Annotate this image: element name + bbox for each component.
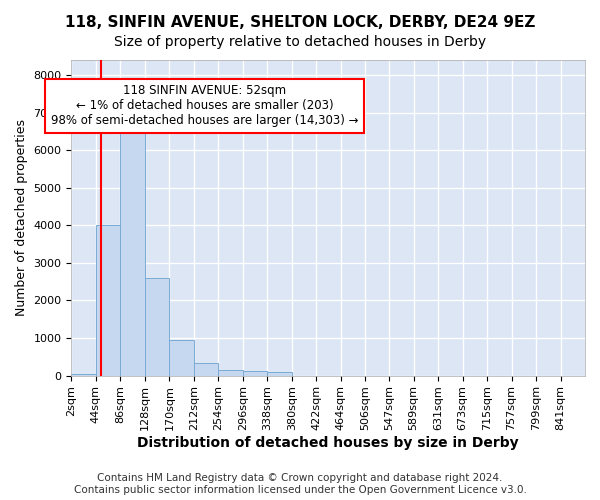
Text: 118, SINFIN AVENUE, SHELTON LOCK, DERBY, DE24 9EZ: 118, SINFIN AVENUE, SHELTON LOCK, DERBY,… — [65, 15, 535, 30]
Y-axis label: Number of detached properties: Number of detached properties — [15, 120, 28, 316]
Bar — [71, 374, 96, 376]
X-axis label: Distribution of detached houses by size in Derby: Distribution of detached houses by size … — [137, 436, 519, 450]
Bar — [218, 370, 243, 376]
Bar — [169, 340, 194, 376]
Bar — [194, 363, 218, 376]
Text: Contains HM Land Registry data © Crown copyright and database right 2024.
Contai: Contains HM Land Registry data © Crown c… — [74, 474, 526, 495]
Bar — [267, 372, 292, 376]
Bar — [121, 128, 145, 376]
Text: 118 SINFIN AVENUE: 52sqm
← 1% of detached houses are smaller (203)
98% of semi-d: 118 SINFIN AVENUE: 52sqm ← 1% of detache… — [50, 84, 358, 128]
Bar — [145, 278, 169, 376]
Bar — [243, 371, 267, 376]
Bar — [96, 226, 121, 376]
Text: Size of property relative to detached houses in Derby: Size of property relative to detached ho… — [114, 35, 486, 49]
